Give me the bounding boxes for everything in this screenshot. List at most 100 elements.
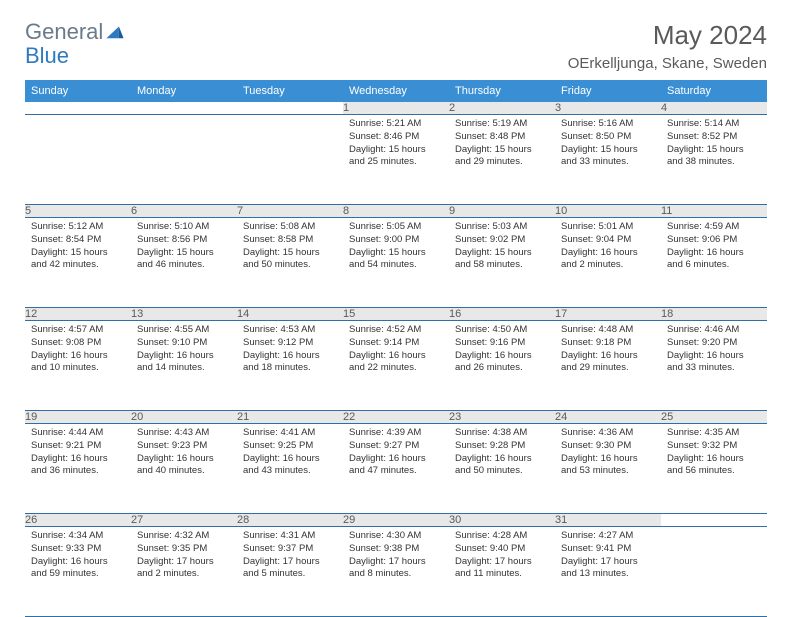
day-body-cell: Sunrise: 4:57 AMSunset: 9:08 PMDaylight:… bbox=[25, 321, 131, 411]
sunrise-line: Sunrise: 5:19 AM bbox=[455, 118, 549, 131]
sunset-line: Sunset: 9:35 PM bbox=[137, 543, 231, 556]
sunset-line: Sunset: 9:25 PM bbox=[243, 440, 337, 453]
sunset-line: Sunset: 8:56 PM bbox=[137, 234, 231, 247]
sunset-line: Sunset: 9:20 PM bbox=[667, 337, 761, 350]
sunrise-line: Sunrise: 4:27 AM bbox=[561, 530, 655, 543]
brand-logo: GeneralBlue bbox=[25, 20, 125, 68]
day-number-cell: 22 bbox=[343, 411, 449, 424]
daylight-line: Daylight: 16 hours and 40 minutes. bbox=[137, 453, 231, 479]
week-body-row: Sunrise: 5:12 AMSunset: 8:54 PMDaylight:… bbox=[25, 218, 767, 308]
daylight-line: Daylight: 15 hours and 42 minutes. bbox=[31, 247, 125, 273]
sunrise-line: Sunrise: 4:43 AM bbox=[137, 427, 231, 440]
daylight-line: Daylight: 16 hours and 14 minutes. bbox=[137, 350, 231, 376]
sunrise-line: Sunrise: 4:32 AM bbox=[137, 530, 231, 543]
sunrise-line: Sunrise: 4:34 AM bbox=[31, 530, 125, 543]
daynum-row: 567891011 bbox=[25, 205, 767, 218]
week-body-row: Sunrise: 5:21 AMSunset: 8:46 PMDaylight:… bbox=[25, 115, 767, 205]
day-body-cell: Sunrise: 4:36 AMSunset: 9:30 PMDaylight:… bbox=[555, 424, 661, 514]
day-number-cell: 25 bbox=[661, 411, 767, 424]
day-body-cell: Sunrise: 4:46 AMSunset: 9:20 PMDaylight:… bbox=[661, 321, 767, 411]
day-body-cell: Sunrise: 4:35 AMSunset: 9:32 PMDaylight:… bbox=[661, 424, 767, 514]
day-body-cell: Sunrise: 5:16 AMSunset: 8:50 PMDaylight:… bbox=[555, 115, 661, 205]
day-number-cell: 19 bbox=[25, 411, 131, 424]
sunset-line: Sunset: 9:00 PM bbox=[349, 234, 443, 247]
sunset-line: Sunset: 9:32 PM bbox=[667, 440, 761, 453]
day-body-cell bbox=[25, 115, 131, 205]
sunrise-line: Sunrise: 4:46 AM bbox=[667, 324, 761, 337]
sunrise-line: Sunrise: 4:30 AM bbox=[349, 530, 443, 543]
day-number-cell: 8 bbox=[343, 205, 449, 218]
day-number-cell: 30 bbox=[449, 514, 555, 527]
weekday-header: Monday bbox=[131, 80, 237, 102]
sunrise-line: Sunrise: 5:21 AM bbox=[349, 118, 443, 131]
day-body-cell: Sunrise: 5:03 AMSunset: 9:02 PMDaylight:… bbox=[449, 218, 555, 308]
sunset-line: Sunset: 9:23 PM bbox=[137, 440, 231, 453]
day-body-cell: Sunrise: 4:31 AMSunset: 9:37 PMDaylight:… bbox=[237, 527, 343, 617]
day-number-cell: 4 bbox=[661, 102, 767, 115]
brand-part1: General bbox=[25, 19, 103, 44]
day-number-cell bbox=[661, 514, 767, 527]
day-body-cell: Sunrise: 4:41 AMSunset: 9:25 PMDaylight:… bbox=[237, 424, 343, 514]
day-number-cell: 20 bbox=[131, 411, 237, 424]
sunrise-line: Sunrise: 5:12 AM bbox=[31, 221, 125, 234]
weekday-header: Wednesday bbox=[343, 80, 449, 102]
sunset-line: Sunset: 9:21 PM bbox=[31, 440, 125, 453]
sunset-line: Sunset: 9:28 PM bbox=[455, 440, 549, 453]
daylight-line: Daylight: 15 hours and 25 minutes. bbox=[349, 144, 443, 170]
day-body-cell: Sunrise: 5:01 AMSunset: 9:04 PMDaylight:… bbox=[555, 218, 661, 308]
sunrise-line: Sunrise: 5:01 AM bbox=[561, 221, 655, 234]
day-body-cell: Sunrise: 4:50 AMSunset: 9:16 PMDaylight:… bbox=[449, 321, 555, 411]
day-number-cell: 9 bbox=[449, 205, 555, 218]
day-number-cell: 29 bbox=[343, 514, 449, 527]
sunset-line: Sunset: 8:54 PM bbox=[31, 234, 125, 247]
daylight-line: Daylight: 16 hours and 47 minutes. bbox=[349, 453, 443, 479]
daylight-line: Daylight: 15 hours and 46 minutes. bbox=[137, 247, 231, 273]
day-number-cell: 23 bbox=[449, 411, 555, 424]
day-body-cell: Sunrise: 4:53 AMSunset: 9:12 PMDaylight:… bbox=[237, 321, 343, 411]
weekday-header-row: Sunday Monday Tuesday Wednesday Thursday… bbox=[25, 80, 767, 102]
day-number-cell: 16 bbox=[449, 308, 555, 321]
sunset-line: Sunset: 9:27 PM bbox=[349, 440, 443, 453]
sunrise-line: Sunrise: 4:36 AM bbox=[561, 427, 655, 440]
day-number-cell: 1 bbox=[343, 102, 449, 115]
daylight-line: Daylight: 16 hours and 59 minutes. bbox=[31, 556, 125, 582]
month-title: May 2024 bbox=[568, 20, 767, 51]
sunset-line: Sunset: 8:52 PM bbox=[667, 131, 761, 144]
day-body-cell: Sunrise: 4:34 AMSunset: 9:33 PMDaylight:… bbox=[25, 527, 131, 617]
day-number-cell: 7 bbox=[237, 205, 343, 218]
day-number-cell bbox=[131, 102, 237, 115]
day-number-cell: 28 bbox=[237, 514, 343, 527]
day-number-cell: 24 bbox=[555, 411, 661, 424]
sunrise-line: Sunrise: 4:48 AM bbox=[561, 324, 655, 337]
day-body-cell: Sunrise: 5:08 AMSunset: 8:58 PMDaylight:… bbox=[237, 218, 343, 308]
day-number-cell bbox=[237, 102, 343, 115]
day-body-cell: Sunrise: 4:59 AMSunset: 9:06 PMDaylight:… bbox=[661, 218, 767, 308]
day-body-cell: Sunrise: 5:10 AMSunset: 8:56 PMDaylight:… bbox=[131, 218, 237, 308]
sunset-line: Sunset: 9:16 PM bbox=[455, 337, 549, 350]
sunset-line: Sunset: 9:10 PM bbox=[137, 337, 231, 350]
day-body-cell: Sunrise: 4:28 AMSunset: 9:40 PMDaylight:… bbox=[449, 527, 555, 617]
daynum-row: 19202122232425 bbox=[25, 411, 767, 424]
location-text: OErkelljunga, Skane, Sweden bbox=[568, 55, 767, 72]
sunset-line: Sunset: 8:46 PM bbox=[349, 131, 443, 144]
day-number-cell: 21 bbox=[237, 411, 343, 424]
day-number-cell: 14 bbox=[237, 308, 343, 321]
weekday-header: Sunday bbox=[25, 80, 131, 102]
daylight-line: Daylight: 16 hours and 50 minutes. bbox=[455, 453, 549, 479]
day-body-cell: Sunrise: 4:27 AMSunset: 9:41 PMDaylight:… bbox=[555, 527, 661, 617]
brand-part2: Blue bbox=[25, 43, 69, 68]
sunrise-line: Sunrise: 5:14 AM bbox=[667, 118, 761, 131]
day-number-cell: 13 bbox=[131, 308, 237, 321]
sunset-line: Sunset: 8:50 PM bbox=[561, 131, 655, 144]
sunrise-line: Sunrise: 4:44 AM bbox=[31, 427, 125, 440]
day-body-cell: Sunrise: 5:05 AMSunset: 9:00 PMDaylight:… bbox=[343, 218, 449, 308]
daylight-line: Daylight: 16 hours and 29 minutes. bbox=[561, 350, 655, 376]
weekday-header: Thursday bbox=[449, 80, 555, 102]
weekday-header: Saturday bbox=[661, 80, 767, 102]
weekday-header: Friday bbox=[555, 80, 661, 102]
week-body-row: Sunrise: 4:34 AMSunset: 9:33 PMDaylight:… bbox=[25, 527, 767, 617]
day-number-cell: 11 bbox=[661, 205, 767, 218]
sunset-line: Sunset: 9:14 PM bbox=[349, 337, 443, 350]
sunrise-line: Sunrise: 5:16 AM bbox=[561, 118, 655, 131]
daylight-line: Daylight: 17 hours and 8 minutes. bbox=[349, 556, 443, 582]
